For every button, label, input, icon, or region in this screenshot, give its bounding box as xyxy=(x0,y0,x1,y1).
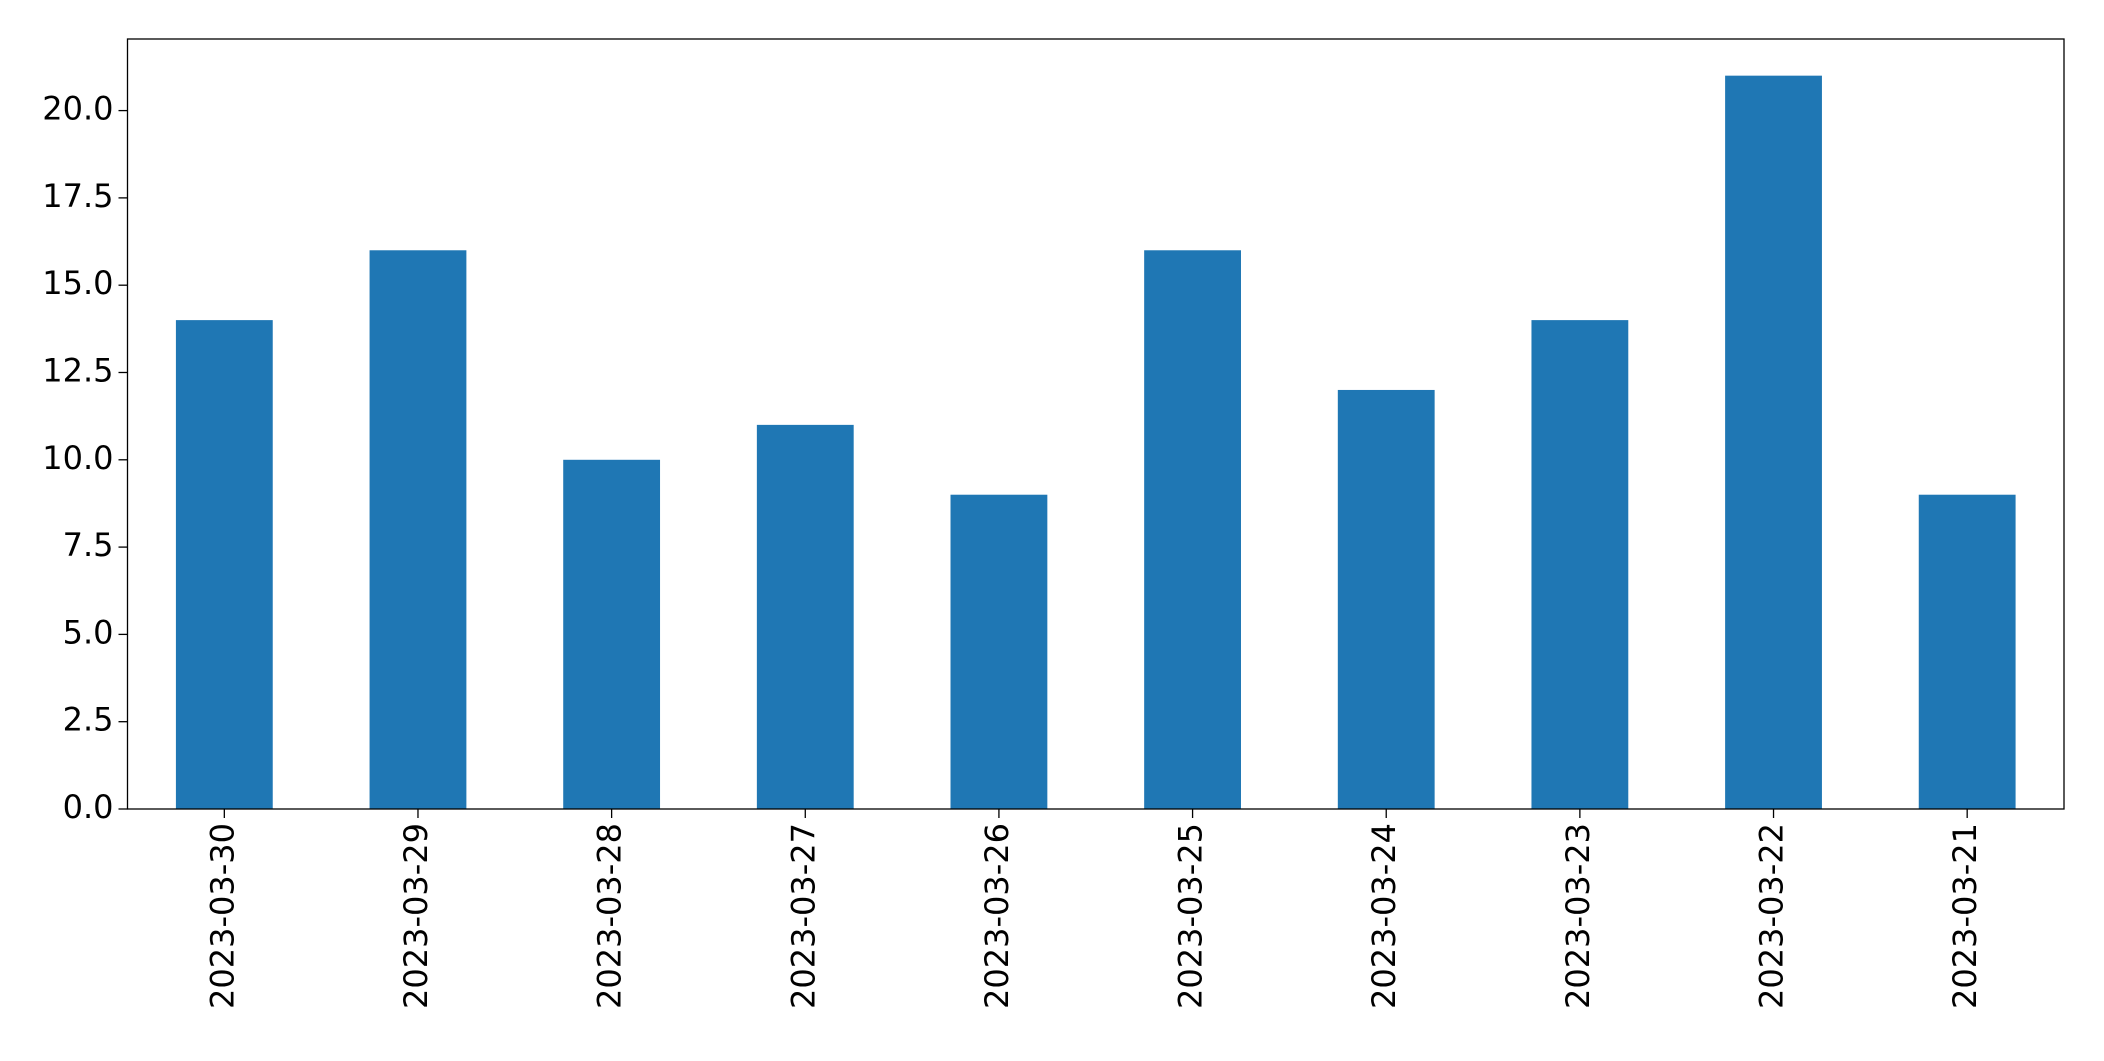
y-tick-label: 7.5 xyxy=(63,526,114,564)
x-tick-label: 2023-03-29 xyxy=(397,823,435,1009)
y-tick-label: 2.5 xyxy=(63,701,114,739)
x-tick-label: 2023-03-21 xyxy=(1946,823,1984,1009)
x-tick-label: 2023-03-26 xyxy=(978,823,1016,1009)
y-tick-label: 15.0 xyxy=(42,264,113,302)
bar xyxy=(1918,494,2016,809)
plot-frame xyxy=(126,38,2065,810)
bar xyxy=(1531,320,1629,809)
x-tick-label: 2023-03-28 xyxy=(591,823,629,1009)
x-tick-label: 2023-03-30 xyxy=(203,823,241,1009)
x-tick-label: 2023-03-22 xyxy=(1753,823,1791,1009)
bar xyxy=(1144,250,1241,809)
bar xyxy=(1725,75,1822,809)
y-tick-label: 17.5 xyxy=(42,177,113,215)
y-tick-label: 12.5 xyxy=(42,351,113,389)
y-tick-label: 0.0 xyxy=(63,788,114,826)
y-tick-label: 5.0 xyxy=(63,613,114,651)
bar xyxy=(563,459,661,809)
bar xyxy=(1337,389,1435,809)
bar xyxy=(369,250,467,809)
x-tick-label: 2023-03-25 xyxy=(1172,823,1210,1009)
x-tick-label: 2023-03-27 xyxy=(784,823,822,1009)
bar xyxy=(175,320,273,809)
y-tick-label: 10.0 xyxy=(42,439,113,477)
x-tick-label: 2023-03-23 xyxy=(1559,823,1597,1009)
bar xyxy=(950,494,1048,809)
bar xyxy=(756,424,854,809)
y-tick-label: 20.0 xyxy=(42,90,113,128)
x-tick-label: 2023-03-24 xyxy=(1365,823,1403,1009)
